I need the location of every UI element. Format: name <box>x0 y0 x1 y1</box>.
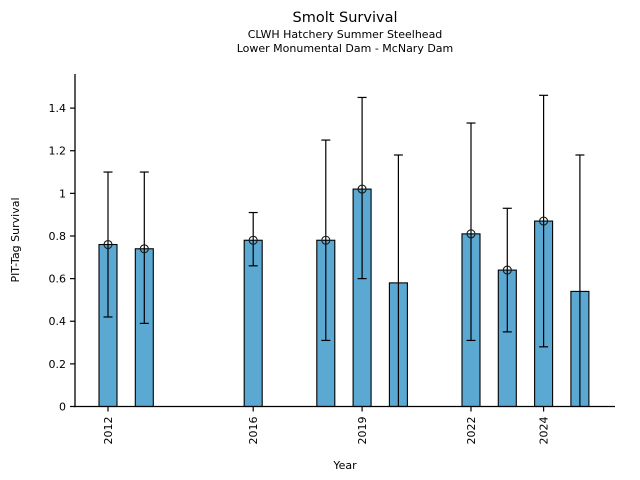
x-tick-label: 2019 <box>356 417 369 445</box>
x-tick-label: 2022 <box>465 417 478 445</box>
point-marker-2019 <box>357 184 367 194</box>
y-tick-label: 0 <box>59 401 66 414</box>
point-marker-2016 <box>248 235 258 245</box>
x-tick-label: 2016 <box>247 417 260 445</box>
y-tick-label: 0.6 <box>49 273 67 286</box>
y-tick-label: 1.2 <box>49 145 67 158</box>
x-axis-label: Year <box>332 459 357 472</box>
y-tick-label: 1 <box>59 187 66 200</box>
chart-subtitle-line1: CLWH Hatchery Summer Steelhead <box>247 28 443 41</box>
bars-layer <box>98 94 590 408</box>
y-tick-label: 1.4 <box>49 102 67 115</box>
axes-layer: 0 0.2 0.4 0.6 0.8 1 1.2 1.4 2012 2016 2019 2022 2024 <box>49 74 615 445</box>
y-axis-label: PIT-Tag Survival <box>9 197 22 282</box>
y-tick-label: 0.8 <box>49 230 67 243</box>
point-marker-2024 <box>539 216 549 226</box>
x-tick-label: 2012 <box>102 417 115 445</box>
chart-subtitle-line2: Lower Monumental Dam - McNary Dam <box>236 42 454 55</box>
point-marker-2022 <box>466 229 476 239</box>
y-tick-label: 0.2 <box>49 358 67 371</box>
x-tick-label: 2024 <box>538 417 551 445</box>
title-block: Smolt Survival CLWH Hatchery Summer Stee… <box>75 9 615 56</box>
chart-title: Smolt Survival <box>292 10 398 26</box>
point-marker-2018 <box>321 235 331 245</box>
point-marker-2012 <box>103 239 113 250</box>
point-marker-2013 <box>139 244 149 254</box>
point-marker-2023 <box>502 265 512 275</box>
y-tick-label: 0.4 <box>49 315 67 328</box>
